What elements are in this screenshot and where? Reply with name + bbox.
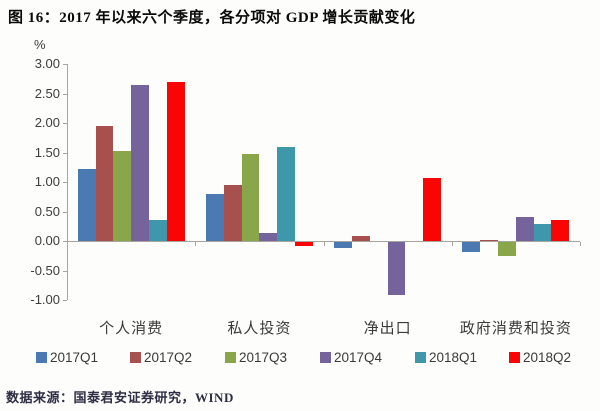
bar-2017Q1-category-2 bbox=[205, 194, 224, 241]
x-tick-mark bbox=[67, 242, 68, 246]
legend-swatch-icon bbox=[415, 352, 426, 363]
bar-2017Q2-category-1 bbox=[95, 125, 114, 241]
y-tick-mark bbox=[63, 270, 67, 272]
category-label: 政府消费和投资 bbox=[459, 320, 572, 337]
bar-2017Q3-category-1 bbox=[113, 151, 132, 241]
category-label: 私人投资 bbox=[227, 320, 292, 337]
bar-2017Q2-category-2 bbox=[223, 184, 242, 241]
legend-label: 2018Q1 bbox=[429, 350, 478, 365]
bar-2018Q1-category-4 bbox=[533, 223, 552, 241]
bar-2017Q2-category-3 bbox=[352, 236, 370, 241]
y-tick-label: 1.50 bbox=[34, 144, 60, 160]
x-tick-mark bbox=[451, 242, 453, 246]
bar-2018Q1-category-2 bbox=[277, 146, 295, 241]
bar-2018Q2-category-3 bbox=[423, 178, 442, 241]
category-label: 个人消费 bbox=[99, 320, 164, 337]
bar-2017Q2-category-4 bbox=[480, 239, 499, 241]
legend-item-2017Q4: 2017Q4 bbox=[320, 349, 383, 365]
y-axis-line bbox=[67, 64, 68, 300]
x-tick-mark bbox=[323, 242, 325, 246]
legend-item-2017Q2: 2017Q2 bbox=[130, 349, 193, 365]
legend-label: 2017Q4 bbox=[334, 350, 383, 365]
y-tick-mark bbox=[63, 152, 67, 154]
category-label: 净出口 bbox=[363, 320, 412, 337]
y-tick-mark bbox=[63, 241, 67, 242]
bar-2017Q4-category-3 bbox=[387, 242, 406, 296]
x-axis-line bbox=[67, 241, 580, 242]
bar-2017Q4-category-2 bbox=[259, 232, 278, 241]
y-tick-label: 1.00 bbox=[34, 174, 60, 189]
y-tick-label: 2.00 bbox=[34, 115, 60, 130]
y-tick-label: -1.00 bbox=[30, 292, 60, 307]
legend-label: 2017Q1 bbox=[50, 350, 99, 365]
y-tick-mark bbox=[63, 123, 67, 124]
figure-source: 数据来源：国泰君安证券研究，WIND bbox=[6, 390, 234, 405]
bar-2018Q1-category-1 bbox=[148, 219, 167, 241]
legend-label: 2017Q3 bbox=[239, 350, 288, 365]
bar-2017Q1-category-3 bbox=[334, 242, 353, 248]
y-tick-label: 2.50 bbox=[34, 85, 60, 101]
y-tick-label: -0.50 bbox=[30, 262, 60, 278]
legend-swatch-icon bbox=[36, 352, 47, 363]
legend-item-2017Q1: 2017Q1 bbox=[36, 349, 99, 365]
y-tick-label: 0.50 bbox=[34, 203, 60, 219]
y-tick-mark bbox=[63, 93, 67, 95]
bar-2017Q3-category-2 bbox=[241, 154, 260, 241]
bar-2018Q2-category-1 bbox=[166, 82, 185, 241]
bar-2017Q3-category-4 bbox=[498, 242, 516, 257]
bar-2018Q2-category-2 bbox=[294, 242, 313, 246]
bar-2017Q4-category-4 bbox=[515, 216, 534, 241]
legend-item-2018Q1: 2018Q1 bbox=[415, 349, 478, 365]
x-tick-mark bbox=[195, 242, 197, 246]
legend-swatch-icon bbox=[225, 352, 236, 363]
y-tick-mark bbox=[63, 64, 67, 65]
legend-label: 2017Q2 bbox=[144, 350, 193, 365]
y-tick-label: 3.00 bbox=[34, 56, 60, 71]
x-tick-mark bbox=[580, 242, 581, 246]
bar-2017Q1-category-1 bbox=[77, 169, 96, 241]
y-tick-mark bbox=[63, 300, 67, 301]
legend-item-2018Q2: 2018Q2 bbox=[509, 349, 572, 365]
figure-title: 图 16：2017 年以来六个季度，各分项对 GDP 增长贡献变化 bbox=[8, 10, 416, 26]
y-tick-mark bbox=[63, 211, 67, 213]
bar-2018Q2-category-4 bbox=[551, 219, 570, 241]
y-tick-mark bbox=[63, 182, 67, 183]
legend-swatch-icon bbox=[130, 352, 141, 363]
legend-item-2017Q3: 2017Q3 bbox=[225, 349, 288, 365]
bar-2017Q1-category-4 bbox=[462, 242, 481, 253]
legend-swatch-icon bbox=[509, 352, 520, 363]
bar-2017Q4-category-1 bbox=[131, 85, 149, 241]
legend-swatch-icon bbox=[320, 352, 331, 363]
y-axis-unit-label: % bbox=[34, 37, 46, 52]
y-tick-label: 0.00 bbox=[34, 233, 60, 248]
legend-label: 2018Q2 bbox=[523, 350, 572, 365]
